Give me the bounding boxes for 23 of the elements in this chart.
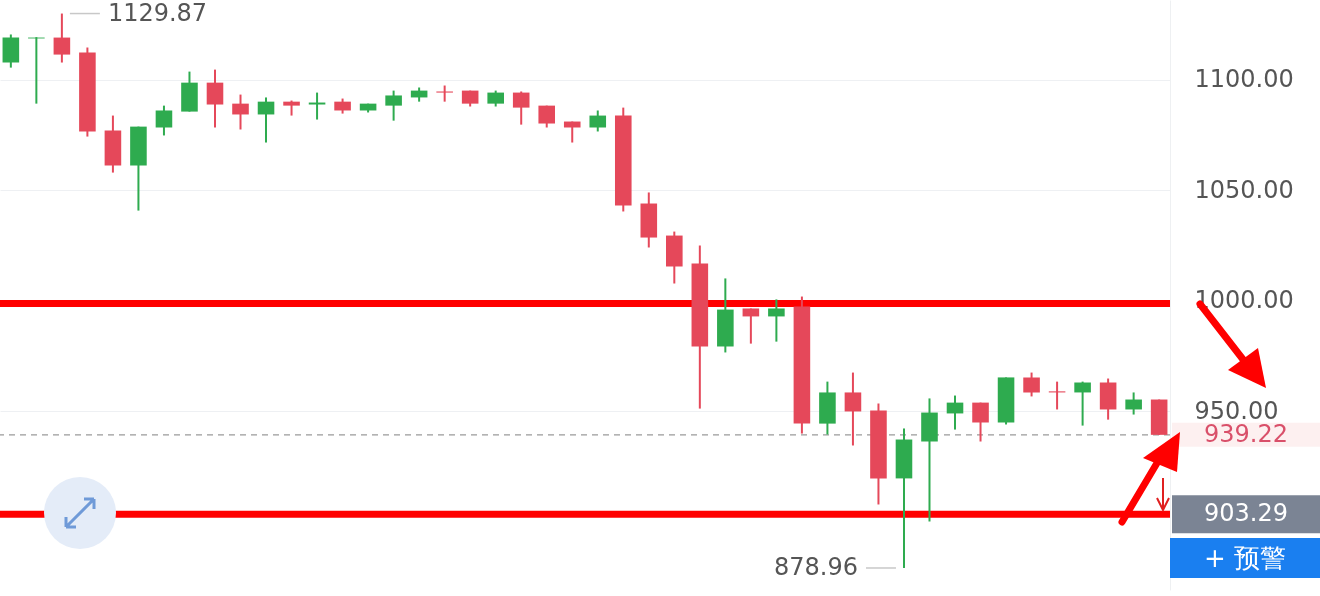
candlestick: [257, 96, 275, 144]
y-tick-label: 1100.00: [1194, 65, 1294, 94]
candlestick: [1074, 380, 1091, 427]
candlestick: [844, 371, 862, 447]
ref-line-label: 903.29: [1204, 499, 1288, 528]
candlestick: [768, 298, 785, 343]
y-tick-label: 1000.00: [1194, 286, 1294, 315]
candlestick: [972, 401, 989, 443]
candlestick: [512, 90, 530, 126]
candlestick: [742, 307, 760, 345]
candlestick: [206, 68, 224, 129]
annotation: 1129.87: [107, 0, 208, 27]
candlestick: [53, 12, 71, 64]
candlestick: [155, 104, 173, 137]
candlestick: [1125, 391, 1142, 416]
candlestick: [385, 89, 402, 122]
text: + 预警: [1170, 538, 1320, 578]
y-tick-label: 1050.00: [1194, 175, 1294, 204]
candlestick: [589, 109, 607, 133]
annotation: 878.96: [773, 552, 858, 581]
candlestick: [1023, 371, 1040, 398]
candlestick: [308, 91, 326, 121]
candlestick: [232, 93, 249, 131]
